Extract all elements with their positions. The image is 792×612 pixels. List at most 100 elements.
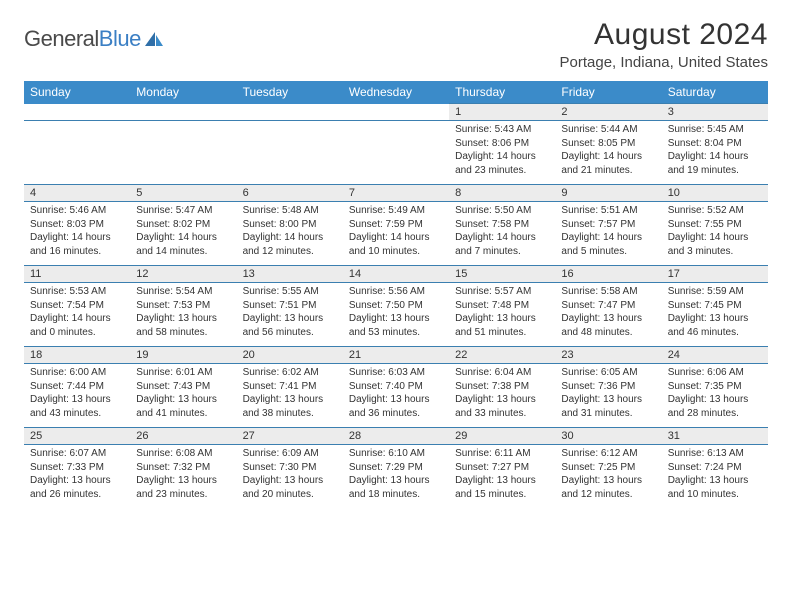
- location-text: Portage, Indiana, United States: [560, 54, 768, 71]
- day-number-row: 18192021222324: [24, 347, 768, 364]
- day-number-cell: 1: [449, 104, 555, 121]
- day-detail-cell: Sunrise: 5:57 AMSunset: 7:48 PMDaylight:…: [449, 283, 555, 347]
- day-number-cell: [130, 104, 236, 121]
- day-number-cell: 13: [237, 266, 343, 283]
- day-number-cell: 20: [237, 347, 343, 364]
- day-number-cell: 31: [662, 428, 768, 445]
- day-detail-cell: Sunrise: 6:12 AMSunset: 7:25 PMDaylight:…: [555, 445, 661, 509]
- day-detail-cell: [237, 121, 343, 185]
- logo-text-blue: Blue: [99, 26, 141, 51]
- day-number-cell: 27: [237, 428, 343, 445]
- day-header: Sunday: [24, 81, 130, 104]
- logo-text-gray: General: [24, 26, 99, 51]
- day-detail-cell: Sunrise: 5:55 AMSunset: 7:51 PMDaylight:…: [237, 283, 343, 347]
- day-header: Tuesday: [237, 81, 343, 104]
- day-detail-cell: [24, 121, 130, 185]
- day-detail-cell: Sunrise: 5:52 AMSunset: 7:55 PMDaylight:…: [662, 202, 768, 266]
- day-detail-cell: Sunrise: 6:03 AMSunset: 7:40 PMDaylight:…: [343, 364, 449, 428]
- day-number-cell: 11: [24, 266, 130, 283]
- day-number-cell: 26: [130, 428, 236, 445]
- day-detail-cell: Sunrise: 5:50 AMSunset: 7:58 PMDaylight:…: [449, 202, 555, 266]
- day-number-cell: 6: [237, 185, 343, 202]
- day-number-cell: 30: [555, 428, 661, 445]
- day-number-cell: 10: [662, 185, 768, 202]
- day-detail-row: Sunrise: 5:43 AMSunset: 8:06 PMDaylight:…: [24, 121, 768, 185]
- calendar-head: SundayMondayTuesdayWednesdayThursdayFrid…: [24, 81, 768, 104]
- day-detail-cell: Sunrise: 6:07 AMSunset: 7:33 PMDaylight:…: [24, 445, 130, 509]
- day-detail-cell: Sunrise: 5:44 AMSunset: 8:05 PMDaylight:…: [555, 121, 661, 185]
- day-detail-cell: Sunrise: 6:01 AMSunset: 7:43 PMDaylight:…: [130, 364, 236, 428]
- day-number-cell: [343, 104, 449, 121]
- day-detail-cell: Sunrise: 5:53 AMSunset: 7:54 PMDaylight:…: [24, 283, 130, 347]
- header: GeneralBlue August 2024 Portage, Indiana…: [24, 18, 768, 71]
- day-detail-cell: Sunrise: 5:58 AMSunset: 7:47 PMDaylight:…: [555, 283, 661, 347]
- day-number-cell: [24, 104, 130, 121]
- day-number-cell: 2: [555, 104, 661, 121]
- title-block: August 2024 Portage, Indiana, United Sta…: [560, 18, 768, 71]
- day-detail-cell: Sunrise: 5:54 AMSunset: 7:53 PMDaylight:…: [130, 283, 236, 347]
- day-number-cell: 3: [662, 104, 768, 121]
- day-number-cell: 9: [555, 185, 661, 202]
- day-number-cell: [237, 104, 343, 121]
- day-number-cell: 8: [449, 185, 555, 202]
- day-detail-cell: Sunrise: 6:02 AMSunset: 7:41 PMDaylight:…: [237, 364, 343, 428]
- day-number-cell: 4: [24, 185, 130, 202]
- logo-text: GeneralBlue: [24, 26, 141, 52]
- day-detail-cell: Sunrise: 5:49 AMSunset: 7:59 PMDaylight:…: [343, 202, 449, 266]
- calendar-body: 123Sunrise: 5:43 AMSunset: 8:06 PMDaylig…: [24, 104, 768, 509]
- day-number-row: 45678910: [24, 185, 768, 202]
- day-header: Monday: [130, 81, 236, 104]
- day-number-cell: 7: [343, 185, 449, 202]
- day-detail-cell: Sunrise: 6:13 AMSunset: 7:24 PMDaylight:…: [662, 445, 768, 509]
- day-detail-cell: Sunrise: 5:48 AMSunset: 8:00 PMDaylight:…: [237, 202, 343, 266]
- day-header: Saturday: [662, 81, 768, 104]
- calendar-page: GeneralBlue August 2024 Portage, Indiana…: [0, 0, 792, 527]
- day-number-cell: 25: [24, 428, 130, 445]
- day-number-cell: 28: [343, 428, 449, 445]
- day-detail-row: Sunrise: 5:46 AMSunset: 8:03 PMDaylight:…: [24, 202, 768, 266]
- logo: GeneralBlue: [24, 26, 165, 52]
- day-detail-cell: Sunrise: 5:51 AMSunset: 7:57 PMDaylight:…: [555, 202, 661, 266]
- day-detail-cell: Sunrise: 6:10 AMSunset: 7:29 PMDaylight:…: [343, 445, 449, 509]
- day-detail-cell: Sunrise: 5:46 AMSunset: 8:03 PMDaylight:…: [24, 202, 130, 266]
- day-detail-cell: Sunrise: 5:47 AMSunset: 8:02 PMDaylight:…: [130, 202, 236, 266]
- day-detail-cell: Sunrise: 6:05 AMSunset: 7:36 PMDaylight:…: [555, 364, 661, 428]
- day-detail-row: Sunrise: 5:53 AMSunset: 7:54 PMDaylight:…: [24, 283, 768, 347]
- day-detail-cell: Sunrise: 6:06 AMSunset: 7:35 PMDaylight:…: [662, 364, 768, 428]
- day-number-row: 11121314151617: [24, 266, 768, 283]
- calendar-table: SundayMondayTuesdayWednesdayThursdayFrid…: [24, 81, 768, 509]
- day-detail-cell: [130, 121, 236, 185]
- day-number-cell: 12: [130, 266, 236, 283]
- day-header: Wednesday: [343, 81, 449, 104]
- day-detail-row: Sunrise: 6:00 AMSunset: 7:44 PMDaylight:…: [24, 364, 768, 428]
- day-number-cell: 21: [343, 347, 449, 364]
- day-detail-cell: Sunrise: 5:59 AMSunset: 7:45 PMDaylight:…: [662, 283, 768, 347]
- day-detail-cell: Sunrise: 6:09 AMSunset: 7:30 PMDaylight:…: [237, 445, 343, 509]
- day-number-cell: 29: [449, 428, 555, 445]
- day-header-row: SundayMondayTuesdayWednesdayThursdayFrid…: [24, 81, 768, 104]
- day-detail-cell: Sunrise: 6:08 AMSunset: 7:32 PMDaylight:…: [130, 445, 236, 509]
- day-number-cell: 19: [130, 347, 236, 364]
- day-number-row: 123: [24, 104, 768, 121]
- day-detail-cell: [343, 121, 449, 185]
- day-detail-cell: Sunrise: 5:56 AMSunset: 7:50 PMDaylight:…: [343, 283, 449, 347]
- day-detail-cell: Sunrise: 6:11 AMSunset: 7:27 PMDaylight:…: [449, 445, 555, 509]
- day-detail-row: Sunrise: 6:07 AMSunset: 7:33 PMDaylight:…: [24, 445, 768, 509]
- day-header: Thursday: [449, 81, 555, 104]
- day-detail-cell: Sunrise: 5:45 AMSunset: 8:04 PMDaylight:…: [662, 121, 768, 185]
- day-number-cell: 14: [343, 266, 449, 283]
- day-number-cell: 18: [24, 347, 130, 364]
- day-number-cell: 17: [662, 266, 768, 283]
- month-title: August 2024: [560, 18, 768, 52]
- day-number-cell: 23: [555, 347, 661, 364]
- day-number-cell: 15: [449, 266, 555, 283]
- day-number-row: 25262728293031: [24, 428, 768, 445]
- day-number-cell: 22: [449, 347, 555, 364]
- logo-sail-icon: [143, 30, 165, 48]
- day-number-cell: 5: [130, 185, 236, 202]
- day-detail-cell: Sunrise: 6:04 AMSunset: 7:38 PMDaylight:…: [449, 364, 555, 428]
- day-detail-cell: Sunrise: 5:43 AMSunset: 8:06 PMDaylight:…: [449, 121, 555, 185]
- day-number-cell: 16: [555, 266, 661, 283]
- day-header: Friday: [555, 81, 661, 104]
- day-number-cell: 24: [662, 347, 768, 364]
